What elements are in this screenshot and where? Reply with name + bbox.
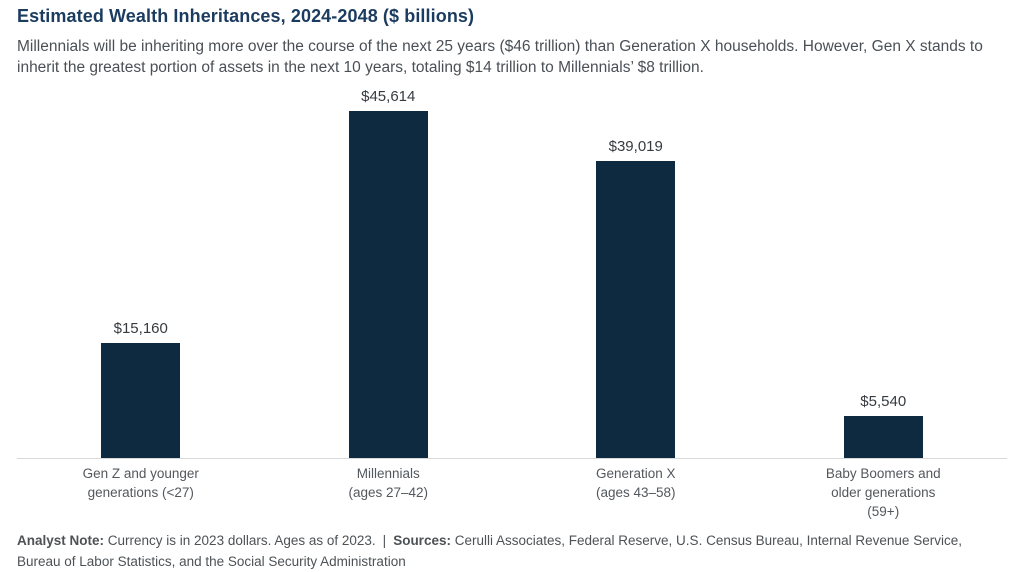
category-label-line: (59+) bbox=[867, 504, 900, 519]
bar-column: $5,540 bbox=[760, 393, 1008, 458]
chart-footnote: Analyst Note: Currency is in 2023 dollar… bbox=[17, 530, 1007, 572]
bar-value-label: $39,019 bbox=[608, 138, 663, 155]
category-label-line: generations (<27) bbox=[87, 485, 194, 500]
bar bbox=[596, 161, 676, 458]
bar-value-label: $45,614 bbox=[361, 88, 416, 105]
sources-label: Sources: bbox=[393, 533, 451, 548]
category-label-line: (ages 27–42) bbox=[348, 485, 429, 500]
category-label-line: Gen Z and younger bbox=[82, 466, 199, 481]
category-label: Millennials (ages 27–42) bbox=[265, 464, 513, 521]
bar-chart: $15,160 $45,614 $39,019 $5,540 Gen Z and yo… bbox=[17, 82, 1007, 521]
bar-column: $39,019 bbox=[512, 138, 760, 458]
chart-subtitle: Millennials will be inheriting more over… bbox=[17, 38, 983, 76]
chart-title: Estimated Wealth Inheritances, 2024-2048… bbox=[17, 6, 475, 26]
category-label: Gen Z and younger generations (<27) bbox=[17, 464, 265, 521]
footnote-separator: | bbox=[382, 533, 387, 548]
category-label-line: older generations bbox=[831, 485, 936, 500]
category-label: Generation X (ages 43–58) bbox=[512, 464, 760, 521]
bar-value-label: $15,160 bbox=[113, 320, 168, 337]
category-label-line: Baby Boomers and bbox=[825, 466, 941, 481]
bar-column: $45,614 bbox=[265, 88, 513, 458]
category-label-line: (ages 43–58) bbox=[595, 485, 676, 500]
x-axis-labels: Gen Z and younger generations (<27) Millen… bbox=[17, 459, 1007, 521]
category-label-line: Millennials bbox=[356, 466, 420, 481]
sources-text: Cerulli Associates, Federal Reserve, U.S… bbox=[17, 533, 962, 569]
bar-value-label: $5,540 bbox=[860, 393, 907, 410]
analyst-note-label: Analyst Note: bbox=[17, 533, 105, 548]
bar bbox=[101, 343, 181, 458]
category-label: Baby Boomers and older generations (59+) bbox=[760, 464, 1008, 521]
bar-chart-plot-area: $15,160 $45,614 $39,019 $5,540 bbox=[17, 82, 1007, 459]
bar-column: $15,160 bbox=[17, 320, 265, 458]
bar bbox=[348, 111, 428, 458]
analyst-note-text: Currency is in 2023 dollars. Ages as of … bbox=[104, 533, 376, 548]
bar bbox=[843, 416, 923, 458]
category-label-line: Generation X bbox=[595, 466, 676, 481]
